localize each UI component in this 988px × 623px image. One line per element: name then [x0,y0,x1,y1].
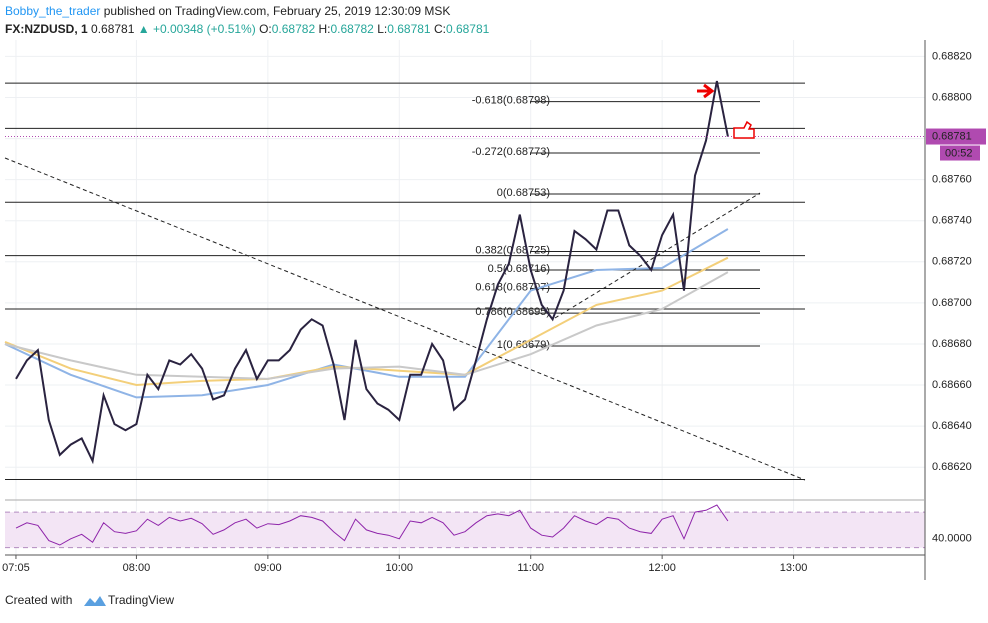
x-tick-label: 07:05 [2,562,30,574]
fib-label: 0.786(0.68695) [475,306,550,318]
fib-label: 1(0.68679) [497,339,550,351]
published: published on TradingView.com, February 2… [104,4,451,18]
fib-label: -0.618(0.68798) [472,95,550,107]
fib-label: -0.272(0.68773) [472,146,550,158]
author[interactable]: Bobby_the_trader [5,4,100,18]
y-tick-label: 0.68720 [932,256,972,268]
rsi-band [5,512,925,548]
price-line [15,80,729,465]
y-tick-label: 0.68620 [932,461,972,473]
price: 0.68781 [91,22,135,36]
l-label: L: [377,22,387,36]
y-tick-label: 0.68740 [932,215,972,227]
trend-line [4,157,806,481]
last-price-box [926,128,986,145]
x-tick-label: 08:00 [123,562,151,574]
y-tick-label: 0.68800 [932,91,972,103]
fib-label: 0.5(0.68716) [488,263,550,275]
x-tick-label: 12:00 [648,562,676,574]
trend-line [554,192,761,319]
close: 0.68781 [446,22,490,36]
hand-icon [733,120,755,139]
moving-average [4,228,729,399]
plot: -0.618(0.68798) -0.272(0.68773) 0(0.68753)… [4,40,925,555]
symbol-line: FX:NZDUSD, 1 0.68781 ▲ +0.00348 (+0.51%)… [5,22,490,36]
x-tick-label: 11:00 [517,562,544,574]
low: 0.68781 [387,22,431,36]
h-label: H: [318,22,330,36]
x-tick-label: 09:00 [254,562,282,574]
x-tick-label: 13:00 [780,562,808,574]
o-label: O: [259,22,272,36]
countdown: 00:52 [945,147,973,159]
fib-label: 0(0.68753) [497,187,550,199]
y-tick-label: 0.68760 [932,174,972,186]
y-tick-label: 0.68820 [932,50,972,62]
c-label: C: [434,22,446,36]
y-tick-label: 0.68680 [932,338,972,350]
rsi-line [15,504,729,546]
y-tick-label: 0.68700 [932,297,972,309]
open: 0.68782 [272,22,316,36]
logo [84,596,106,606]
x-tick-label: 10:00 [386,562,414,574]
footer-created: Created with [5,593,72,607]
moving-average [4,256,729,387]
countdown-box [940,145,980,161]
moving-average [4,271,729,380]
header-line: Bobby_the_trader published on TradingVie… [5,4,450,18]
high: 0.68782 [330,22,374,36]
footer-brand[interactable]: TradingView [108,593,174,607]
symbol: FX:NZDUSD, 1 [5,22,88,36]
change: ▲ +0.00348 (+0.51%) [138,22,256,36]
y-tick-label: 0.68640 [932,420,972,432]
last-price-label: 0.68781 [932,130,972,142]
y-tick-label: 0.68660 [932,379,972,391]
rsi-tick-label: 40.0000 [932,533,972,545]
arrow-icon [697,83,715,99]
